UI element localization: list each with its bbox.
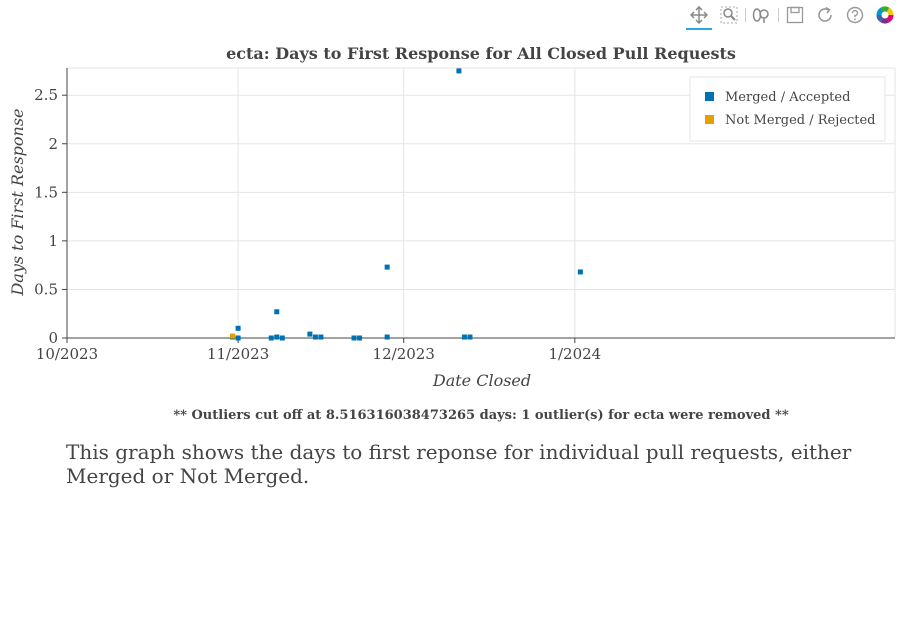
- y-tick-label: 2: [48, 135, 58, 153]
- scatter-point[interactable]: [274, 309, 280, 315]
- chart-description: This graph shows the days to first repon…: [66, 440, 852, 488]
- scatter-point[interactable]: [235, 335, 241, 341]
- scatter-point[interactable]: [279, 335, 285, 341]
- help-tool-button[interactable]: [840, 1, 870, 29]
- toolbar-separator: [778, 8, 779, 22]
- scatter-point[interactable]: [384, 264, 390, 270]
- scatter-point[interactable]: [461, 334, 467, 340]
- x-tick-label: 11/2023: [207, 345, 269, 363]
- grid: [67, 67, 896, 338]
- bokeh-logo-icon: [876, 6, 894, 24]
- legend-swatch-not-merged: [705, 115, 714, 124]
- wheel-zoom-icon: [752, 8, 769, 23]
- pan-icon: [690, 6, 708, 24]
- help-icon: [846, 6, 864, 24]
- y-axis-label: Days to First Response: [8, 108, 27, 296]
- scatter-point[interactable]: [268, 335, 274, 341]
- scatter-point[interactable]: [312, 334, 318, 340]
- scatter-point[interactable]: [307, 331, 313, 337]
- y-tick-label: 1.5: [34, 183, 58, 201]
- toolbar-separator: [745, 8, 746, 22]
- scatter-point[interactable]: [384, 334, 390, 340]
- chart-toolbar: [684, 0, 900, 30]
- scatter-point[interactable]: [357, 335, 363, 341]
- wheel-zoom-tool-button[interactable]: [747, 1, 777, 29]
- box-zoom-icon: [720, 6, 738, 24]
- save-tool-button[interactable]: [780, 1, 810, 29]
- scatter-point[interactable]: [351, 335, 357, 341]
- scatter-chart: ecta: Days to First Response for All Clo…: [8, 44, 896, 390]
- x-tick-label: 10/2023: [36, 345, 98, 363]
- scatter-point[interactable]: [467, 334, 473, 340]
- y-tick-label: 2.5: [34, 86, 58, 104]
- data-points: [230, 68, 583, 341]
- y-tick-label: 1: [48, 232, 58, 250]
- reset-tool-button[interactable]: [810, 1, 840, 29]
- legend-swatch-merged: [705, 92, 714, 101]
- scatter-point[interactable]: [230, 333, 236, 339]
- scatter-point[interactable]: [235, 325, 241, 331]
- outlier-footnote: ** Outliers cut off at 8.516316038473265…: [173, 408, 789, 423]
- chart-title: ecta: Days to First Response for All Clo…: [226, 44, 736, 63]
- scatter-point[interactable]: [274, 334, 280, 340]
- x-tick-label: 1/2024: [548, 345, 601, 363]
- scatter-point[interactable]: [577, 269, 583, 275]
- pan-tool-button[interactable]: [684, 1, 714, 30]
- legend: Merged / Accepted Not Merged / Rejected: [689, 76, 886, 142]
- y-tick-label: 0: [48, 329, 58, 347]
- box-zoom-tool-button[interactable]: [714, 1, 744, 29]
- y-axis: 0 0.5 1 1.5 2 2.5: [34, 68, 68, 347]
- scatter-point[interactable]: [318, 334, 324, 340]
- legend-label-merged[interactable]: Merged / Accepted: [725, 90, 850, 105]
- x-tick-label: 12/2023: [373, 345, 435, 363]
- reset-icon: [818, 6, 832, 22]
- bokeh-logo-link[interactable]: [870, 1, 900, 29]
- legend-label-not-merged[interactable]: Not Merged / Rejected: [725, 113, 875, 128]
- y-tick-label: 0.5: [34, 280, 58, 298]
- legend-box: [689, 76, 886, 142]
- scatter-point[interactable]: [456, 68, 462, 74]
- x-axis: 10/2023 11/2023 12/2023 1/2024: [36, 337, 895, 363]
- save-icon: [786, 6, 804, 24]
- x-axis-label: Date Closed: [432, 371, 531, 390]
